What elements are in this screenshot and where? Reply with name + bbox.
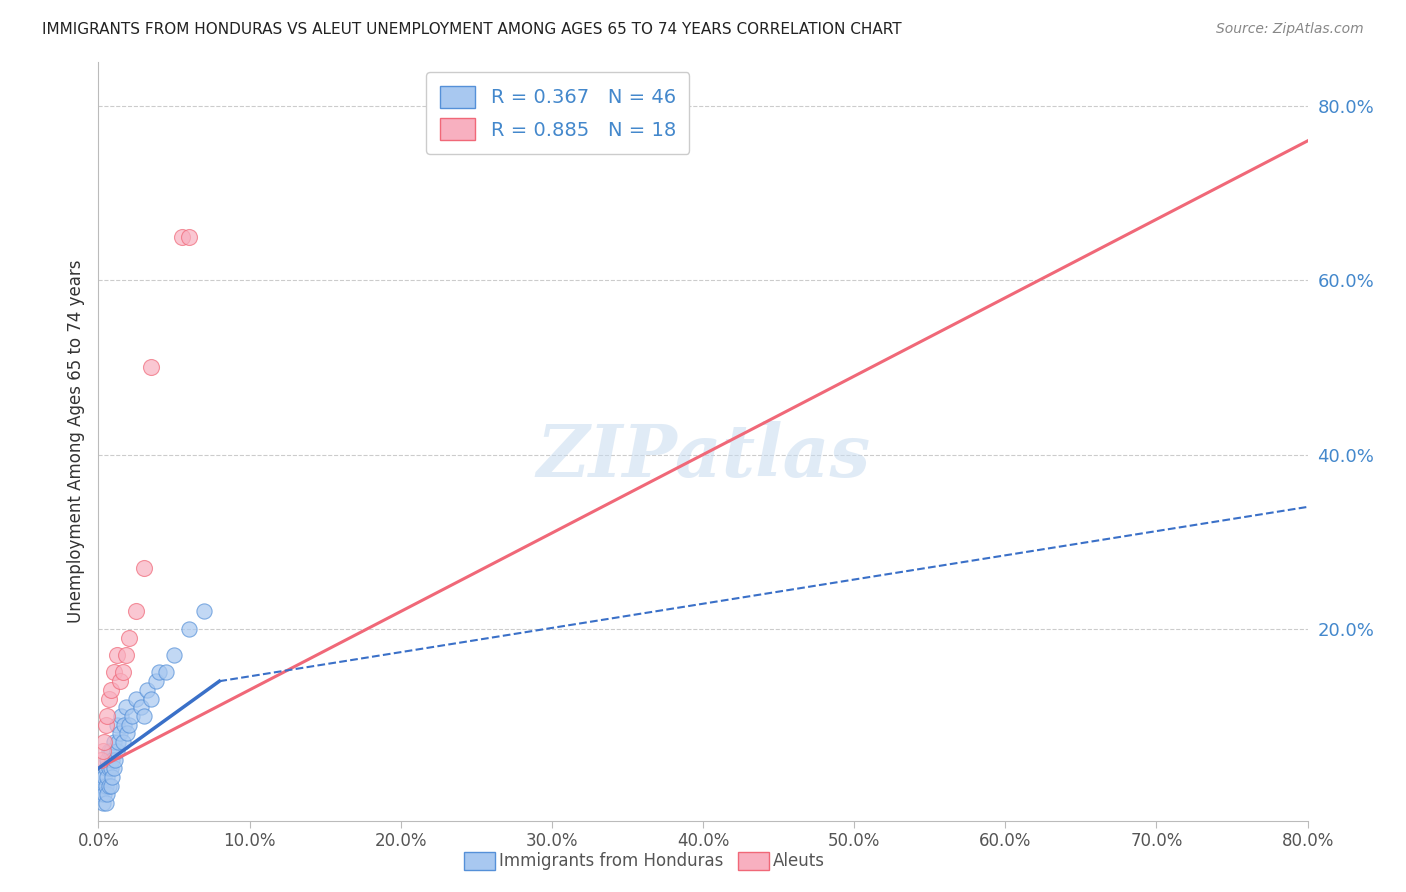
Point	[100, 779, 122, 793]
Y-axis label: Unemployment Among Ages 65 to 74 years: Unemployment Among Ages 65 to 74 years	[66, 260, 84, 624]
Point	[93, 735, 115, 749]
Point	[125, 691, 148, 706]
Point	[111, 665, 134, 680]
Point	[141, 691, 163, 706]
Point	[103, 735, 125, 749]
Point	[96, 788, 118, 802]
Point	[135, 682, 157, 697]
Point	[111, 735, 134, 749]
Point	[94, 718, 117, 732]
Point	[104, 753, 127, 767]
Point	[91, 744, 114, 758]
Point	[93, 788, 115, 802]
Point	[105, 744, 128, 758]
Point	[132, 709, 155, 723]
Text: Source: ZipAtlas.com: Source: ZipAtlas.com	[1216, 22, 1364, 37]
Point	[148, 665, 170, 680]
Point	[118, 718, 141, 732]
Point	[94, 796, 117, 810]
Point	[114, 648, 136, 662]
Point	[98, 691, 121, 706]
Point	[112, 718, 135, 732]
Point	[155, 665, 177, 680]
Point	[141, 360, 163, 375]
Point	[103, 665, 125, 680]
Point	[170, 229, 193, 244]
Text: IMMIGRANTS FROM HONDURAS VS ALEUT UNEMPLOYMENT AMONG AGES 65 TO 74 YEARS CORRELA: IMMIGRANTS FROM HONDURAS VS ALEUT UNEMPL…	[42, 22, 901, 37]
Point	[132, 561, 155, 575]
Point	[98, 744, 121, 758]
Point	[108, 726, 131, 740]
Point	[121, 709, 143, 723]
Point	[89, 779, 111, 793]
Text: Immigrants from Honduras: Immigrants from Honduras	[499, 852, 724, 870]
Point	[94, 779, 117, 793]
Point	[98, 761, 121, 775]
Legend: R = 0.367   N = 46, R = 0.885   N = 18: R = 0.367 N = 46, R = 0.885 N = 18	[426, 72, 689, 154]
Text: Aleuts: Aleuts	[773, 852, 825, 870]
Point	[145, 674, 167, 689]
Point	[108, 674, 131, 689]
Text: ZIPatlas: ZIPatlas	[536, 421, 870, 492]
Point	[163, 648, 186, 662]
Point	[118, 631, 141, 645]
Point	[101, 770, 124, 784]
Point	[115, 726, 138, 740]
Point	[100, 744, 122, 758]
Point	[100, 761, 122, 775]
Point	[100, 682, 122, 697]
Point	[98, 779, 121, 793]
Point	[91, 796, 114, 810]
Point	[94, 761, 117, 775]
Point	[96, 770, 118, 784]
Point	[179, 229, 201, 244]
Point	[101, 753, 124, 767]
Point	[93, 770, 115, 784]
Point	[129, 700, 152, 714]
Point	[90, 753, 112, 767]
Point	[193, 605, 215, 619]
Point	[125, 605, 148, 619]
Point	[91, 779, 114, 793]
Point	[105, 718, 128, 732]
Point	[110, 709, 132, 723]
Point	[90, 770, 112, 784]
Point	[96, 753, 118, 767]
Point	[90, 788, 112, 802]
Point	[105, 648, 128, 662]
Point	[96, 709, 118, 723]
Point	[114, 700, 136, 714]
Point	[107, 735, 129, 749]
Point	[103, 761, 125, 775]
Point	[179, 622, 201, 636]
